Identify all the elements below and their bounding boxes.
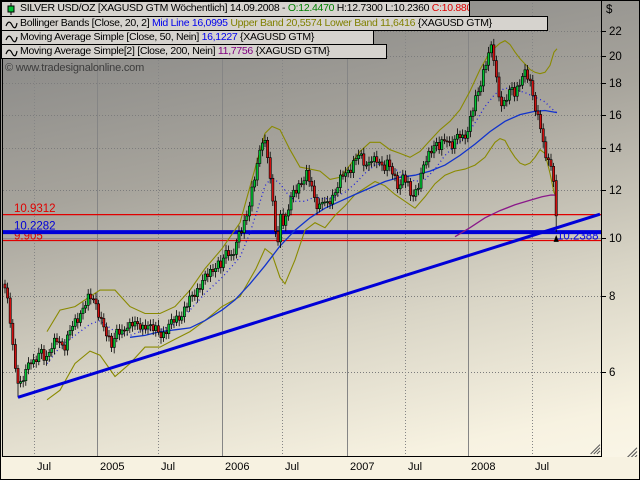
indicator-lines [46,40,558,401]
ma200-label: Moving Average Simple[2] [Close, 200, Ne… [20,45,330,57]
legend-row-ma50[interactable]: Moving Average Simple [Close, 50, Nein] … [1,30,374,45]
instrument-title: SILVER USD/OZ [XAGUSD GTM Wöchentlich] 1… [20,2,469,14]
trendline[interactable] [17,212,601,399]
legend-text-part: O:12.4470 [287,2,335,14]
bollinger-label: Bollinger Bands [Close, 20, 2] Mid Line … [20,17,492,29]
legend-row-instrument[interactable]: SILVER USD/OZ [XAGUSD GTM Wöchentlich] 1… [1,1,470,17]
y-axis-tick-label: 20 [609,51,622,63]
level-price-label: 10.9312 [14,203,56,215]
x-axis-label: 2005 [100,461,125,473]
legend-text-part: Moving Average Simple[2] [Close, 200, Ne… [20,45,218,57]
y-axis-currency: $ [606,4,613,16]
legend-text-part: 11,7756 [217,45,253,57]
level-lines [3,214,601,242]
candles [3,38,558,398]
y-axis-tick-label: 16 [609,110,622,122]
plot-resize-grip[interactable] [590,444,601,455]
trendline-value-label: 10.2388 [557,231,599,243]
legend-text-part: Lower Band 11,6416 [324,17,418,29]
x-axis-strip[interactable] [1,457,639,479]
y-axis-tick-label: 18 [609,78,622,90]
y-axis-tick-label: 8 [609,291,615,303]
last-bar-marker-icon [553,234,559,242]
y-axis-tick-label: 14 [609,143,622,155]
x-axis-label: 2008 [471,461,496,473]
legend-row-bollinger[interactable]: Bollinger Bands [Close, 20, 2] Mid Line … [1,16,548,31]
legend-text-part: Bollinger Bands [Close, 20, 2] [20,17,152,29]
x-axis-label: 2006 [225,461,250,473]
x-axis-label: Jul [285,461,300,473]
legend-text-part: Mid Line 16,0995 [151,17,231,29]
candlestick-icon [7,3,15,15]
indicator-wave-icon [5,21,18,29]
y-axis-tick-label: 12 [609,185,622,197]
x-axis-labels: Jul 2005 Jul 2006 Jul 2007 Jul 2008 Jul [0,461,640,477]
y-axis-tick-label: 6 [609,367,615,379]
indicator-wave-icon [5,49,18,57]
y-axis-tick-label: 10 [609,233,622,245]
legend-text-part: SILVER USD/OZ [XAGUSD GTM Wöchentlich] 1… [20,2,288,14]
legend-text-part: {XAGUSD GTM} [252,45,330,57]
legend-text-part: 16,1227 [201,31,238,43]
x-axis-label: Jul [37,461,52,473]
x-axis-label: Jul [161,461,176,473]
level-price-label: 10.2282 [14,221,56,233]
legend-text-part: {XAGUSD GTM} [237,31,315,43]
x-axis-label: 2007 [350,461,375,473]
y-axis-tick-label: 22 [609,26,622,38]
legend-text-part: Moving Average Simple [Close, 50, Nein] [20,31,202,43]
legend-text-part: {XAGUSD GTM} [417,17,492,29]
legend-text-part: C:10.8800 [431,2,469,14]
axes: $22 20 18 16 14 12 10 8 6 [2,0,622,462]
x-axis-label: Jul [535,461,550,473]
legend-text-part: H:12.7300 L:10.2360 [334,2,432,14]
ma50-label: Moving Average Simple [Close, 50, Nein] … [20,31,314,43]
legend-text-part: Upper Band 20,5574 [230,17,325,29]
indicator-wave-icon [5,35,18,43]
legend-row-ma200[interactable]: Moving Average Simple[2] [Close, 200, Ne… [1,44,387,59]
copyright-watermark: © www.tradesignalonline.com [5,62,145,74]
x-axis-label: Jul [408,461,423,473]
